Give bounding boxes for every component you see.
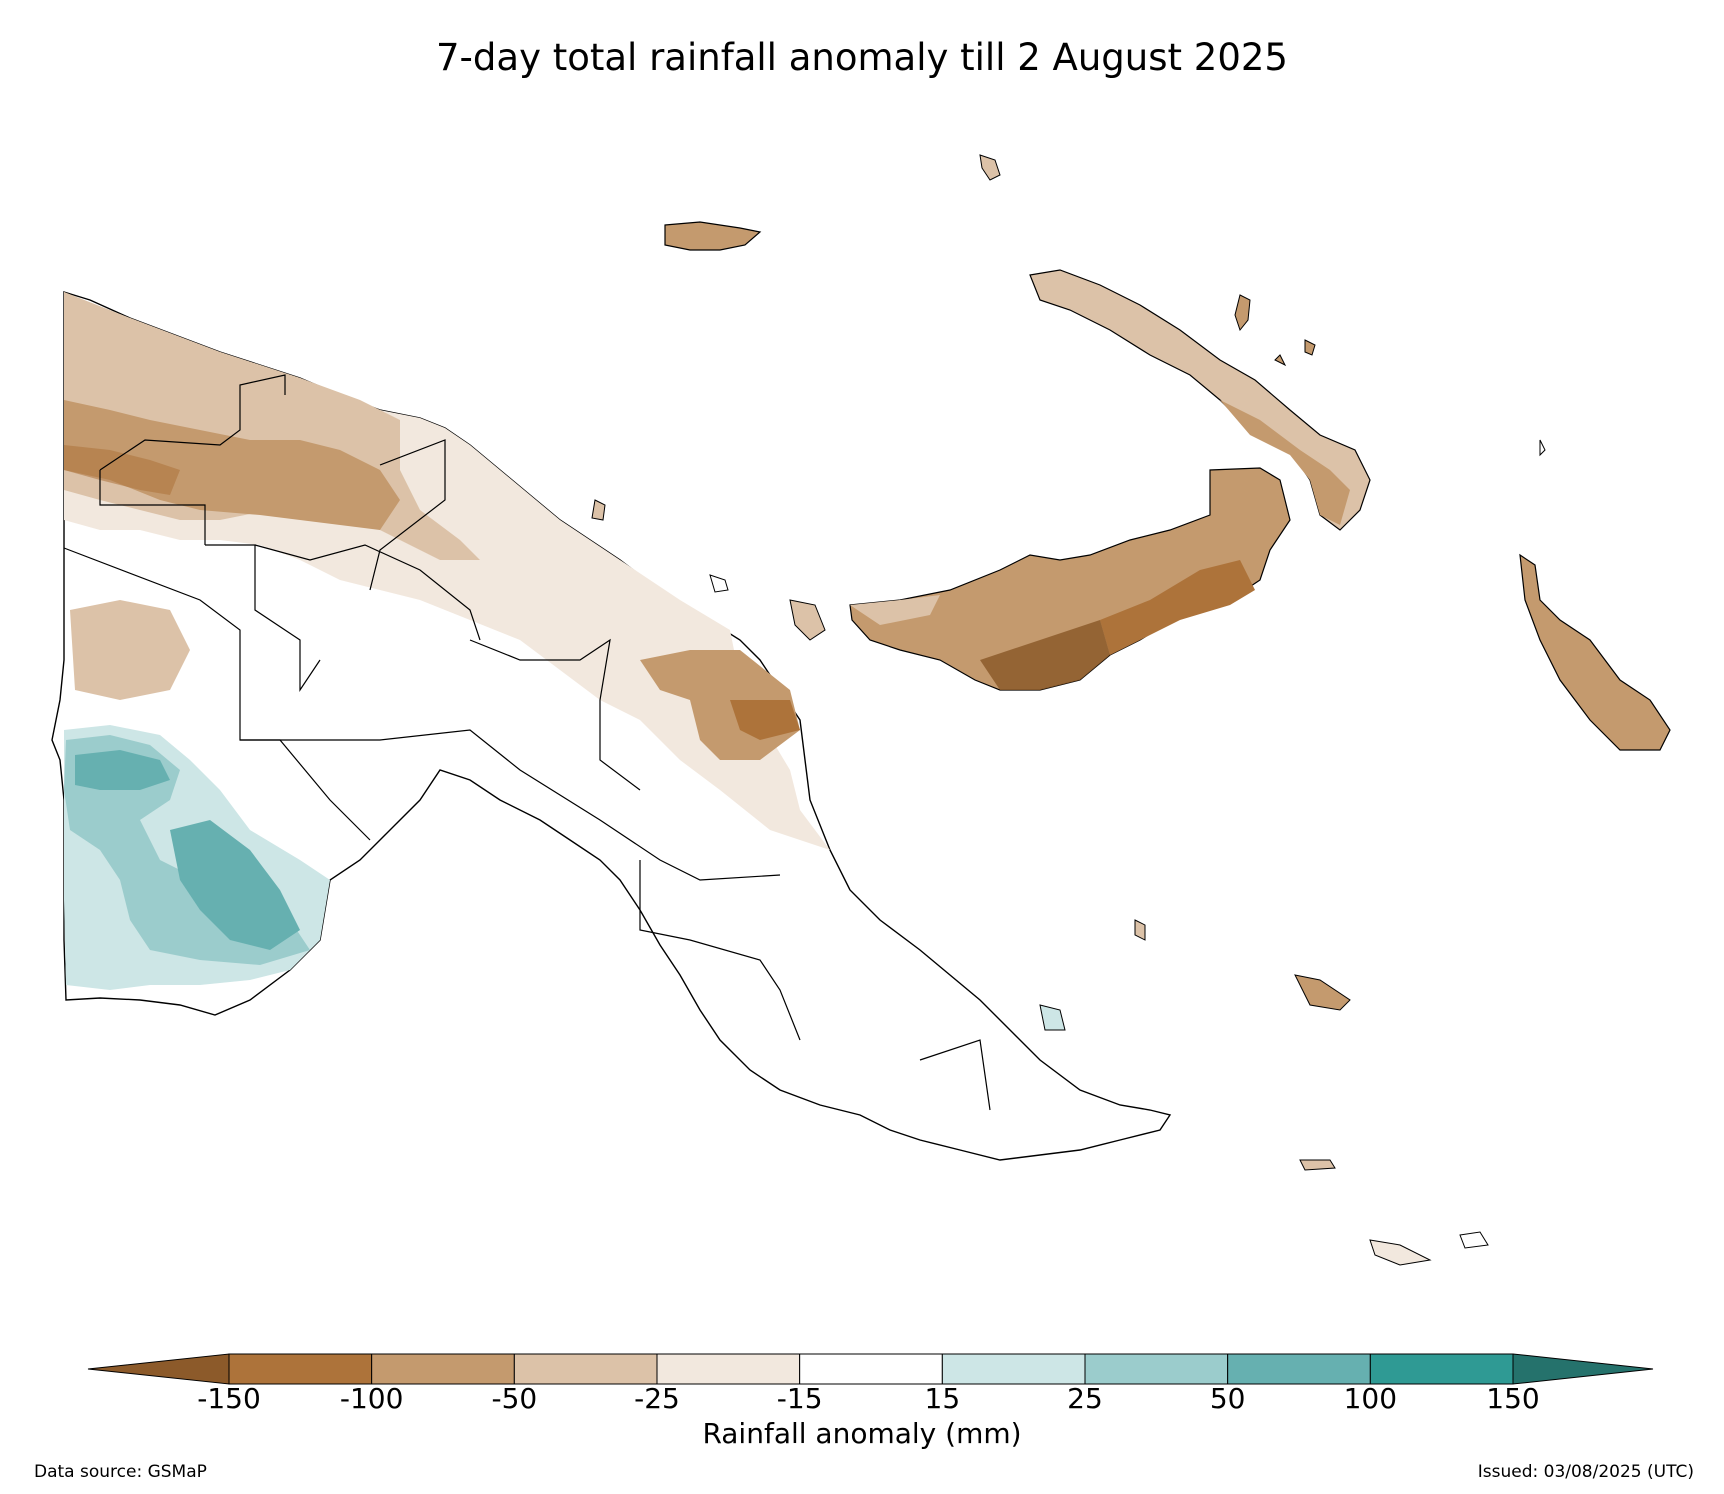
manus-island [664,221,762,251]
colorbar-extend-max [1512,1353,1654,1385]
issued-date-note: Issued: 03/08/2025 (UTC) [1477,1462,1694,1482]
colorbar-bin [1369,1353,1514,1385]
colorbar-tick-label: 100 [1343,1382,1398,1415]
colorbar-extend-min [87,1353,230,1385]
colorbar-bin [228,1353,373,1385]
rainfall-anomaly-map [51,154,1671,1266]
dry-patch-core [64,445,180,495]
colorbar-bin [1084,1353,1229,1385]
colorbar-bin [513,1353,658,1385]
colorbar-tick-label: 50 [1209,1382,1246,1415]
colorbar-label: Rainfall anomaly (mm) [702,1417,1022,1450]
colorbar-bin [1227,1353,1371,1385]
colorbar-bins [87,1353,1654,1385]
colorbar-bin [656,1353,801,1385]
mainland-png [51,291,1172,1161]
colorbar-tick-label: -25 [634,1382,680,1415]
map-title: 7-day total rainfall anomaly till 2 Augu… [436,36,1288,79]
colorbar-tick-label: -100 [339,1382,404,1415]
colorbar-tick-label: -50 [491,1382,538,1415]
colorbar-bin [371,1353,515,1385]
bougainville [1519,553,1671,751]
colorbar-tick-label: -150 [197,1382,261,1415]
new-britain [849,467,1291,691]
colorbar-bin [799,1353,943,1385]
wet-patch-southwest-3 [75,750,170,790]
dry-patch-west-mid [70,600,190,700]
small-islands [591,154,1546,1266]
colorbar-tick-label: -15 [776,1382,823,1415]
wet-patch-river [170,820,300,950]
colorbar-tick-label: 15 [924,1382,961,1415]
province-boundaries [63,374,991,1111]
data-source-note: Data source: GSMaP [34,1462,207,1482]
colorbar-bin [941,1353,1086,1385]
new-ireland [1029,269,1371,531]
colorbar-tick-label: 150 [1486,1382,1540,1415]
dry-patch-inner [64,400,400,530]
dry-patch-east-core [730,700,800,740]
colorbar-tick-label: 25 [1067,1382,1103,1415]
